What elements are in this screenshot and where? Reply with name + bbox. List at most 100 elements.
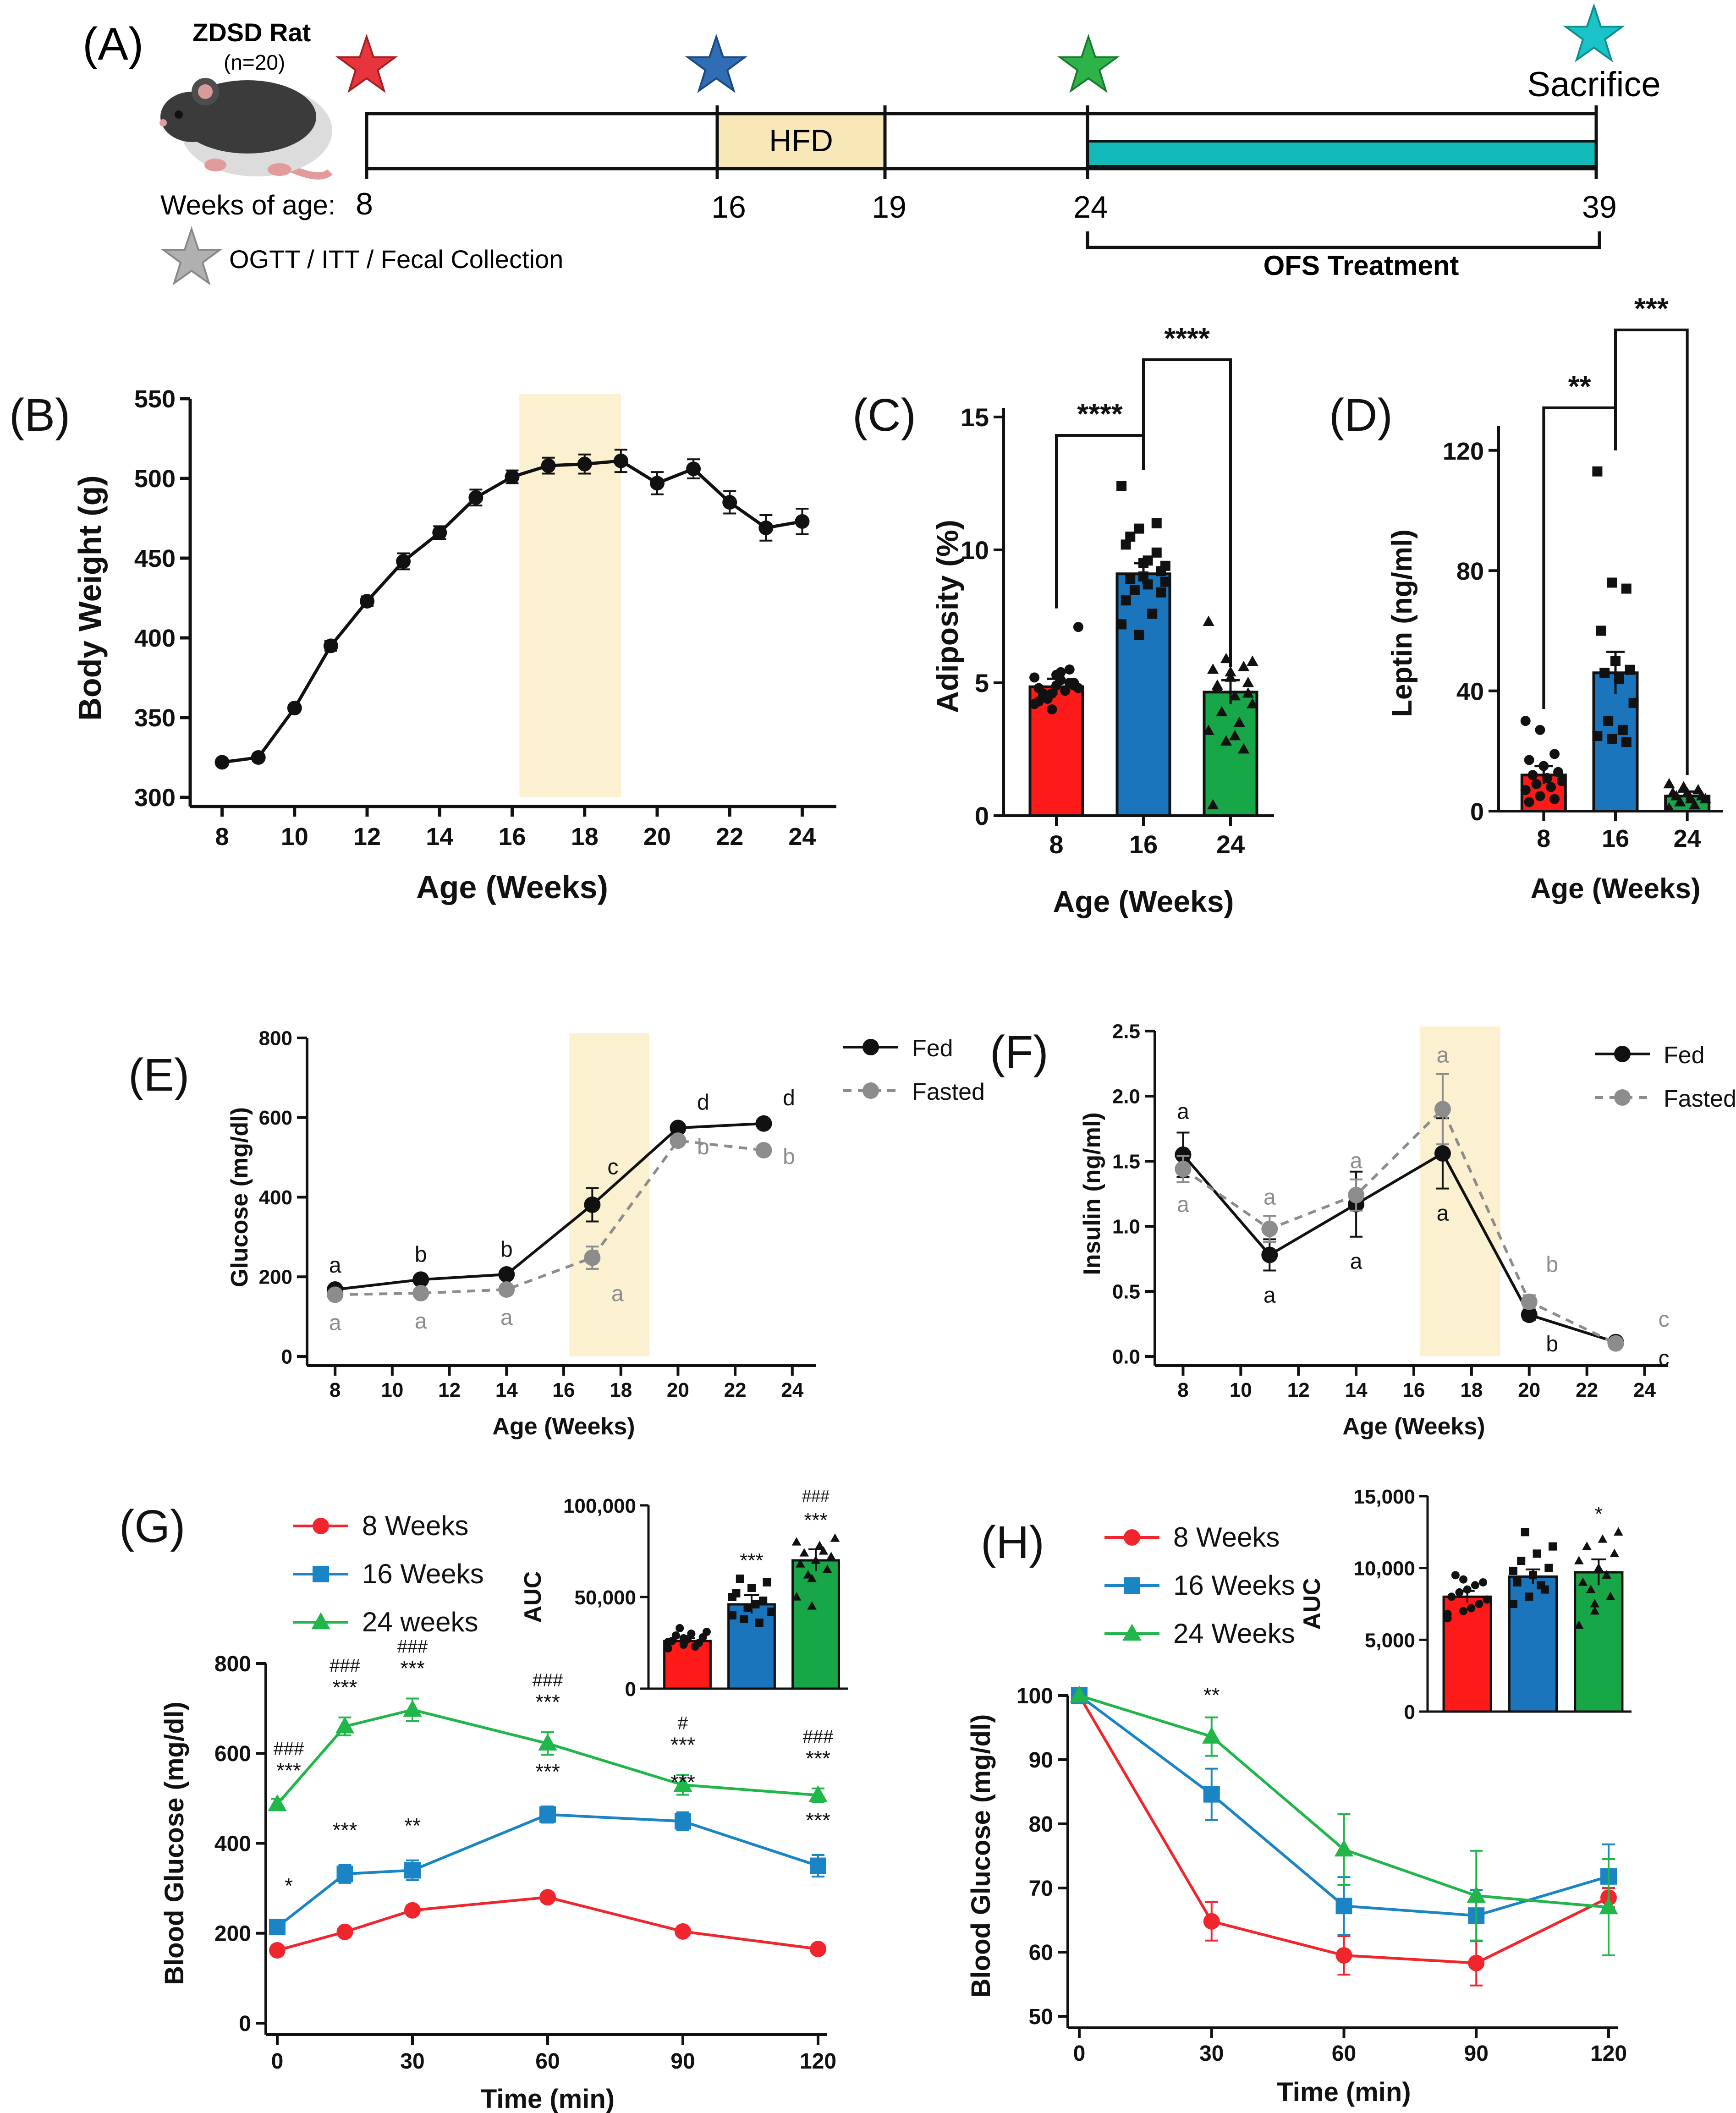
x-tick-label: 8 xyxy=(215,823,229,851)
data-point xyxy=(1129,585,1140,595)
data-point xyxy=(755,1115,772,1132)
data-point xyxy=(1663,802,1675,812)
data-point xyxy=(1220,735,1232,746)
series-24-weeks xyxy=(1070,1685,1618,1956)
data-point xyxy=(1051,680,1061,691)
significance-letter: b xyxy=(783,1145,795,1169)
inset-data-point xyxy=(703,1628,711,1636)
data-point xyxy=(1521,1306,1538,1323)
significance-letter: c xyxy=(607,1155,618,1180)
x-tick-label: 24 xyxy=(781,1379,803,1401)
significance-mark: ** xyxy=(404,1814,421,1838)
x-tick-label: 0 xyxy=(1073,2042,1086,2066)
inset-data-point xyxy=(1479,1578,1488,1586)
data-point xyxy=(584,1196,601,1213)
data-point xyxy=(1599,1897,1618,1915)
rat-n: (n=20) xyxy=(224,50,285,74)
inset-data-point xyxy=(1509,1566,1517,1575)
inset-data-point xyxy=(1610,1548,1620,1557)
series-24-weeks xyxy=(268,1697,828,1811)
legend-label: Fed xyxy=(1664,1042,1705,1069)
y-tick-label: 1.0 xyxy=(1112,1215,1140,1238)
data-point xyxy=(670,1120,687,1136)
x-tick-label: 16 xyxy=(1129,830,1158,859)
inset-data-point xyxy=(1613,1527,1623,1536)
y-tick-label: 500 xyxy=(134,465,176,493)
data-point xyxy=(1335,1947,1352,1964)
chart-e: (E) 8 10 12 14 16 18 20 22 24 0 200 400 600 800 Age (We… xyxy=(128,1027,985,1440)
legend-marker xyxy=(313,1566,329,1582)
x-tick-label: 14 xyxy=(426,823,453,851)
ofs-segment xyxy=(1086,140,1598,168)
x-axis-label: Age (Weeks) xyxy=(1342,1413,1485,1440)
inset-data-point xyxy=(1513,1578,1522,1586)
data-point xyxy=(1524,797,1534,807)
data-point xyxy=(758,520,774,535)
data-point xyxy=(251,750,266,765)
inset-data-point xyxy=(1578,1577,1588,1586)
data-point xyxy=(1047,704,1057,714)
inset-data-point xyxy=(1598,1534,1608,1543)
data-point xyxy=(498,1281,515,1298)
significance-bracket xyxy=(1542,406,1617,709)
x-tick-label: 18 xyxy=(610,1379,632,1401)
inset-data-point xyxy=(826,1552,836,1560)
inset-data-point xyxy=(687,1630,696,1638)
y-tick-label: 0 xyxy=(239,2012,251,2036)
inset-data-point xyxy=(815,1541,824,1549)
inset-data-point xyxy=(763,1578,771,1586)
data-point xyxy=(1138,571,1148,582)
significance-mark: ** xyxy=(1203,1683,1220,1707)
y-axis-label: Blood Glucose (mg/dl) xyxy=(159,1701,189,1985)
data-point xyxy=(432,525,447,540)
significance-mark: *** xyxy=(1634,292,1669,325)
data-point xyxy=(1203,724,1214,735)
data-point xyxy=(810,1857,826,1874)
data-point xyxy=(1434,1101,1451,1118)
chart-c: (C) 0 5 10 15 8 16 24 Age (Weeks) Adiposity (%) **… xyxy=(852,322,1274,918)
data-point xyxy=(1203,1913,1220,1930)
series-line xyxy=(335,1122,764,1291)
x-axis-label: Age (Weeks) xyxy=(1053,884,1234,918)
x-tick-label: 16 xyxy=(1403,1379,1425,1401)
inset-data-point xyxy=(691,1642,699,1651)
data-point xyxy=(1229,690,1241,701)
inset-data-point xyxy=(819,1546,829,1555)
data-point xyxy=(1116,481,1127,491)
inset-data-point xyxy=(1459,1575,1468,1584)
series-16-weeks xyxy=(269,1806,826,1936)
panel-a: (A) ZDSD Rat (n=20) HFD xyxy=(82,3,1661,286)
y-tick-label: 600 xyxy=(214,1742,251,1766)
x-tick-label: 22 xyxy=(724,1379,747,1401)
x-tick-label: 8 xyxy=(1537,825,1550,852)
data-point xyxy=(1247,655,1258,666)
legend-label: 16 Weeks xyxy=(1173,1570,1295,1601)
y-axis-label: Glucose (mg/dl) xyxy=(226,1107,253,1287)
inset-data-point xyxy=(1533,1549,1541,1558)
significance-mark: *** xyxy=(535,1760,560,1784)
y-tick-label: 50 xyxy=(1029,2005,1053,2029)
inset-data-point xyxy=(1443,1609,1452,1618)
stars xyxy=(160,3,1626,286)
x-tick-label: 30 xyxy=(400,2049,424,2074)
series-line xyxy=(222,459,803,764)
data-point xyxy=(1207,663,1219,674)
rat-illustration xyxy=(159,78,333,180)
inset-data-point xyxy=(791,1592,802,1601)
data-point xyxy=(412,1284,429,1301)
inset-significance-mark: *** xyxy=(804,1509,827,1531)
inset-data-point xyxy=(1451,1571,1460,1580)
inset-data-point xyxy=(1574,1556,1584,1564)
legend-marker xyxy=(1614,1046,1631,1062)
x-tick-label: 12 xyxy=(1287,1379,1310,1401)
y-tick-label: 0 xyxy=(975,801,989,830)
data-point xyxy=(1434,1145,1451,1162)
legend: Fed Fasted xyxy=(1595,1042,1736,1112)
legend-label: 24 Weeks xyxy=(1173,1618,1295,1649)
data-point xyxy=(722,495,737,510)
series-fasted: a a a a b b xyxy=(327,1132,795,1335)
inset-data-point xyxy=(1455,1588,1464,1597)
y-tick-label: 350 xyxy=(134,704,176,732)
week-24: 24 xyxy=(1073,190,1108,225)
